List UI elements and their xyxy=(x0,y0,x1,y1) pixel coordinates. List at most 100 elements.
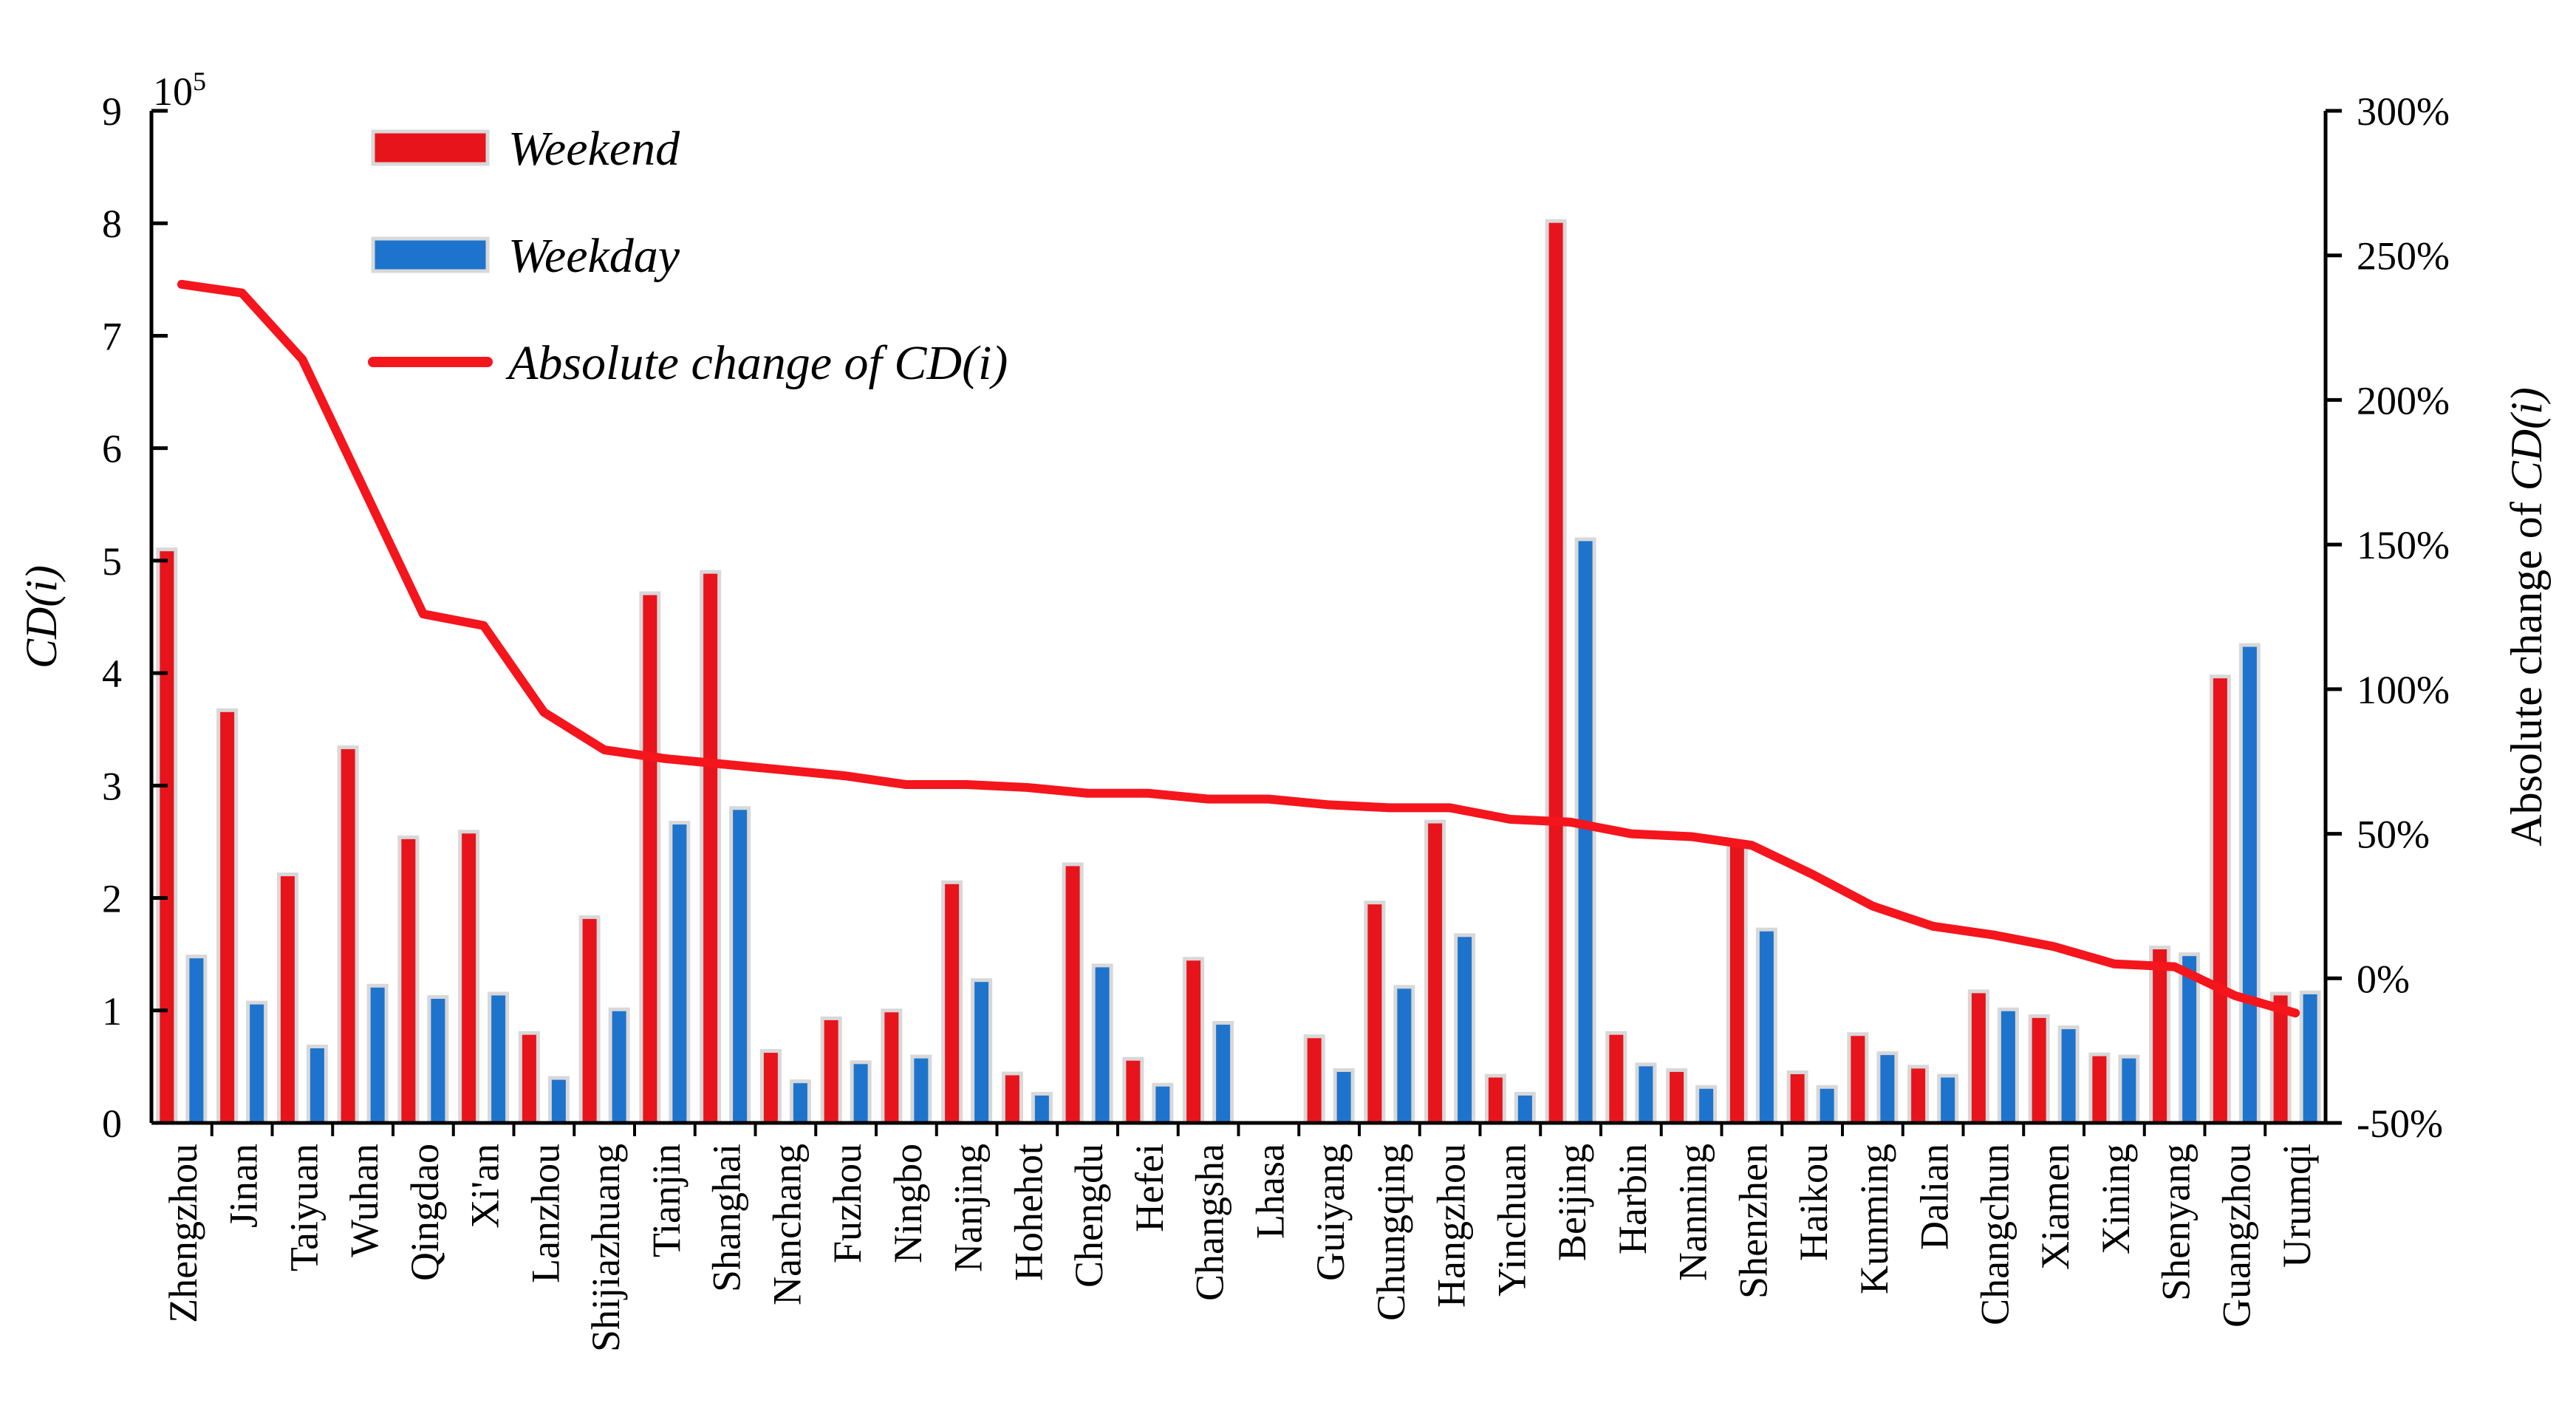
left-tick-label-3: 3 xyxy=(102,764,122,808)
bar-weekday-19 xyxy=(1333,1068,1355,1125)
bar-weekday-4 xyxy=(427,995,449,1125)
category-label-20: Chungqing xyxy=(1369,1144,1413,1321)
legend-label-weekend: Weekend xyxy=(508,122,680,176)
category-label-11: Fuzhou xyxy=(825,1144,870,1263)
y-multiplier: 105 xyxy=(153,66,206,114)
bar-weekday-0 xyxy=(185,954,208,1125)
bar-weekday-35 xyxy=(2299,990,2321,1125)
bar-weekday-14 xyxy=(1031,1091,1053,1125)
line-layer xyxy=(177,279,2300,1018)
left-tick-label-8: 8 xyxy=(102,202,122,246)
bar-weekend-12 xyxy=(881,1008,903,1125)
axes-layer xyxy=(149,109,2342,1136)
category-label-18: Lhasa xyxy=(1248,1144,1292,1239)
bar-weekend-10 xyxy=(759,1049,782,1125)
bar-weekday-29 xyxy=(1937,1073,1959,1125)
bar-weekend-33 xyxy=(2149,946,2171,1125)
bar-weekend-21 xyxy=(1424,819,1446,1125)
right-axis-title-italic: CD(i) xyxy=(2502,387,2551,491)
bar-weekday-34 xyxy=(2238,643,2261,1125)
category-label-5: Xi'an xyxy=(463,1144,508,1229)
category-label-32: Xining xyxy=(2094,1144,2138,1254)
bar-weekend-8 xyxy=(639,591,661,1125)
left-tick-label-9: 9 xyxy=(102,89,122,134)
bar-weekday-12 xyxy=(910,1054,932,1125)
bar-weekend-32 xyxy=(2088,1052,2111,1125)
legend: Weekend Weekday Absolute change of CD(i) xyxy=(368,122,1008,390)
bar-weekend-20 xyxy=(1364,901,1386,1125)
bar-weekday-27 xyxy=(1816,1085,1838,1125)
bar-weekday-30 xyxy=(1997,1007,2019,1125)
category-label-28: Kunming xyxy=(1852,1144,1896,1294)
category-label-21: Hangzhou xyxy=(1429,1144,1474,1308)
bar-weekday-2 xyxy=(306,1044,328,1125)
category-label-33: Shenyang xyxy=(2154,1144,2199,1301)
bar-weekend-2 xyxy=(276,872,298,1125)
left-tick-label-1: 1 xyxy=(102,989,122,1034)
bar-weekday-10 xyxy=(789,1079,811,1125)
left-axis-title: CD(i) xyxy=(17,565,66,669)
left-tick-label-0: 0 xyxy=(102,1102,122,1146)
bar-weekday-31 xyxy=(2057,1025,2080,1125)
right-tick-label--50: -50% xyxy=(2357,1102,2443,1146)
left-tick-label-5: 5 xyxy=(102,539,122,584)
line-absolute-change xyxy=(177,279,2300,1018)
bar-weekday-23 xyxy=(1574,537,1596,1125)
category-label-12: Ningbo xyxy=(886,1144,930,1263)
category-label-23: Beijing xyxy=(1550,1144,1594,1261)
category-label-27: Haikou xyxy=(1791,1144,1836,1261)
category-label-7: Shijiazhuang xyxy=(584,1144,628,1352)
bar-weekend-34 xyxy=(2209,674,2231,1125)
bar-weekday-32 xyxy=(2118,1054,2140,1125)
bar-weekend-30 xyxy=(1967,989,1989,1125)
bar-weekday-22 xyxy=(1514,1091,1536,1125)
bar-weekend-19 xyxy=(1303,1034,1325,1125)
bar-weekday-7 xyxy=(608,1007,630,1125)
bar-weekday-11 xyxy=(850,1060,872,1125)
bar-weekday-26 xyxy=(1755,927,1777,1125)
bar-weekend-16 xyxy=(1122,1056,1144,1125)
left-tick-label-2: 2 xyxy=(102,877,122,921)
bar-weekend-27 xyxy=(1786,1070,1808,1125)
category-label-15: Chengdu xyxy=(1067,1144,1111,1288)
bar-weekend-6 xyxy=(518,1031,540,1125)
bar-weekday-3 xyxy=(366,983,389,1125)
legend-swatch-weekend xyxy=(371,129,490,166)
category-label-25: Nanning xyxy=(1671,1144,1715,1281)
bar-weekend-15 xyxy=(1062,862,1084,1125)
bar-weekday-16 xyxy=(1152,1082,1174,1125)
bar-weekday-13 xyxy=(971,978,993,1125)
bar-weekend-4 xyxy=(397,835,420,1125)
right-tick-label-50: 50% xyxy=(2357,813,2430,857)
category-label-14: Hohehot xyxy=(1006,1144,1050,1281)
bar-weekend-7 xyxy=(578,915,601,1125)
legend-swatch-weekday xyxy=(371,236,490,273)
bar-weekday-25 xyxy=(1695,1085,1718,1125)
left-tick-label-7: 7 xyxy=(102,314,122,358)
category-label-13: Nanjing xyxy=(946,1144,991,1272)
bar-weekday-20 xyxy=(1393,985,1415,1125)
right-tick-label-150: 150% xyxy=(2357,523,2450,567)
category-label-16: Hefei xyxy=(1127,1144,1172,1232)
category-label-1: Jinan xyxy=(222,1144,266,1228)
category-label-29: Dalian xyxy=(1913,1144,1957,1250)
labels-layer: 0 1 2 3 4 5 6 7 8 9 105 -50% 0% 50% 100% 150% 200% 250% 30… xyxy=(17,66,2551,1352)
category-label-35: Urumqi xyxy=(2275,1144,2319,1268)
right-axis-title: Absolute change of CD(i) xyxy=(2502,387,2551,847)
bar-weekday-21 xyxy=(1454,933,1476,1125)
bar-weekday-28 xyxy=(1876,1051,1899,1125)
bar-weekday-8 xyxy=(669,821,691,1125)
bar-weekend-0 xyxy=(156,547,178,1125)
bar-weekday-24 xyxy=(1635,1062,1657,1125)
bar-weekend-11 xyxy=(820,1016,842,1125)
bar-weekend-29 xyxy=(1907,1065,1930,1125)
bar-weekend-25 xyxy=(1666,1068,1688,1125)
right-tick-label-0: 0% xyxy=(2357,957,2410,1001)
bar-weekday-1 xyxy=(246,1000,268,1125)
bar-weekday-6 xyxy=(547,1076,570,1125)
category-label-9: Shanghai xyxy=(705,1144,749,1292)
bar-weekend-31 xyxy=(2028,1014,2050,1125)
category-label-24: Harbin xyxy=(1610,1144,1655,1254)
category-label-2: Taiyuan xyxy=(281,1144,326,1271)
